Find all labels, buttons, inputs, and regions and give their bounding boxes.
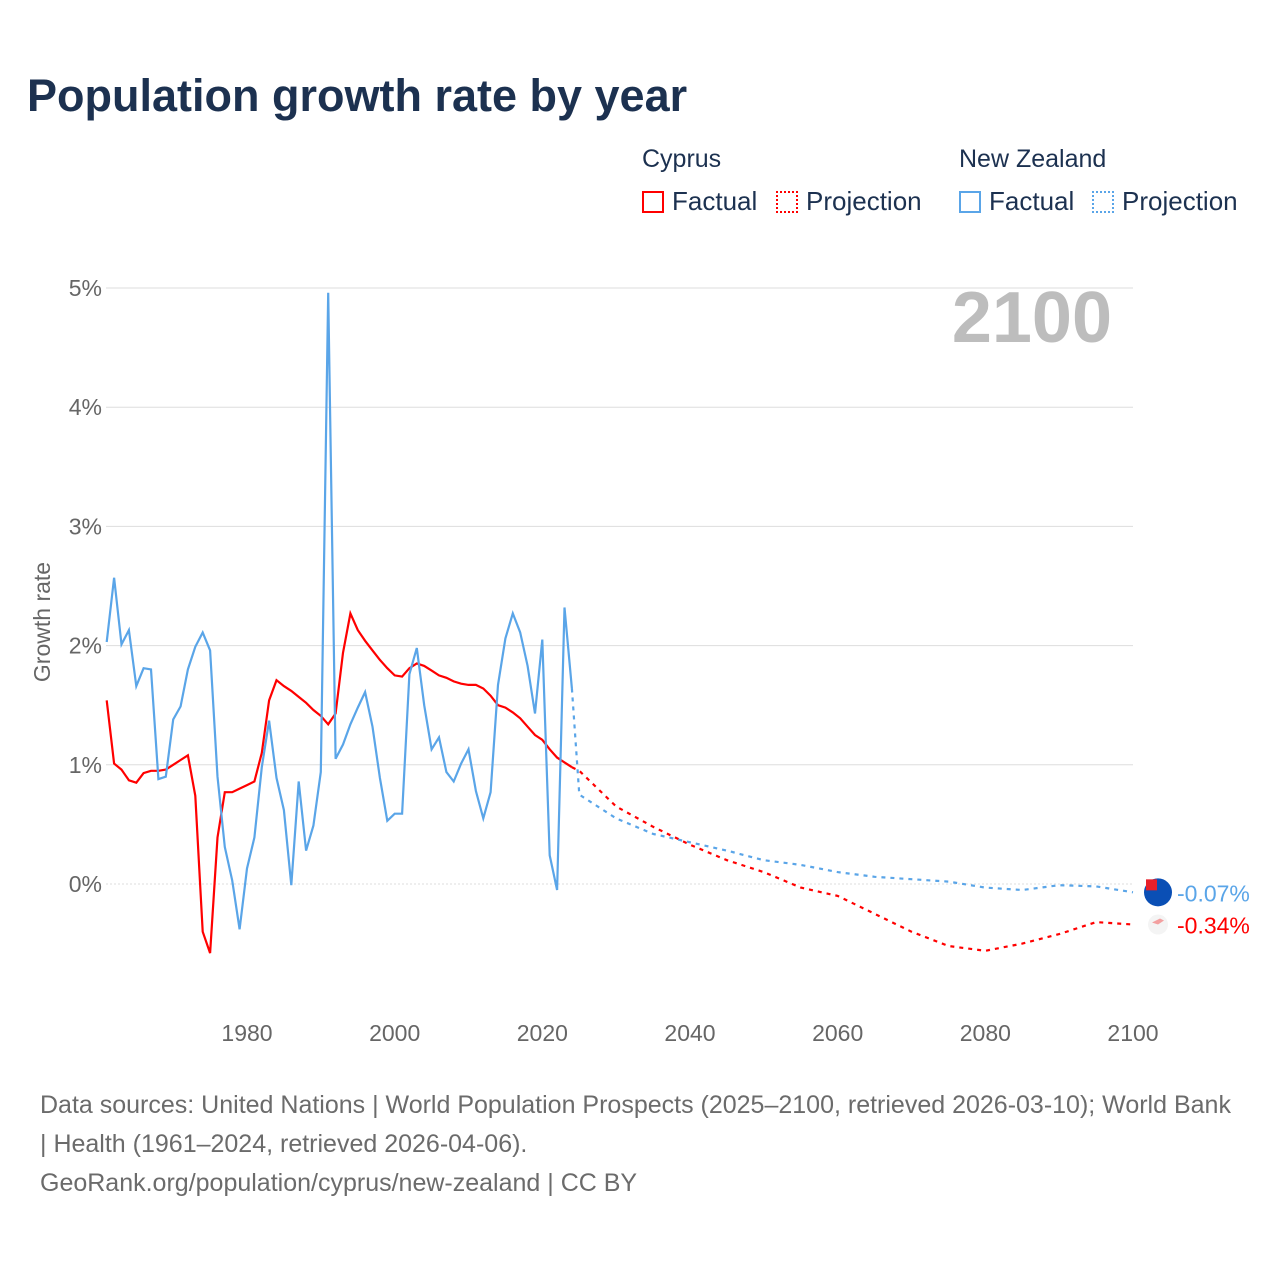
legend-label: Projection (1122, 186, 1238, 216)
legend-label: Projection (806, 186, 922, 216)
cyprus-map-icon (1152, 918, 1164, 925)
y-tick-label: 4% (69, 394, 102, 420)
line-chart: 0% 1% 2% 3% 4% 5% 1980 2000 2020 2040 2060 2080 2100… (29, 275, 1250, 1046)
legend-nz-factual[interactable]: Factual (959, 186, 1074, 217)
y-tick-label: 5% (69, 275, 102, 301)
legend-nz-projection[interactable]: Projection (1092, 186, 1238, 217)
end-value-label: -0.34% (1177, 913, 1250, 939)
legend-swatch-solid (959, 190, 981, 213)
x-tick-label: 2040 (664, 1020, 715, 1046)
x-tick-label: 2060 (812, 1020, 863, 1046)
x-tick-label: 2100 (1107, 1020, 1158, 1046)
x-tick-label: 2020 (517, 1020, 568, 1046)
legend-swatch-dotted (1092, 190, 1114, 213)
y-tick-label: 2% (69, 633, 102, 659)
y-tick-label: 3% (69, 513, 102, 539)
y-tick-label: 1% (69, 752, 102, 778)
x-tick-label: 1980 (221, 1020, 272, 1046)
x-tick-label: 2000 (369, 1020, 420, 1046)
legend-swatch-dotted (776, 190, 798, 213)
page-title: Population growth rate by year (27, 70, 688, 121)
legend-label: Factual (672, 186, 758, 216)
footer: Data sources: United Nations | World Pop… (40, 1086, 1240, 1203)
data-sources: Data sources: United Nations | World Pop… (40, 1091, 1231, 1158)
y-tick-label: 0% (69, 871, 102, 897)
legend-group-new-zealand: New Zealand (959, 145, 1107, 173)
series-line-new-zealand-projection (570, 688, 1134, 894)
series-line-cyprus-projection (571, 766, 1134, 952)
series-line-cyprus-factual (105, 609, 573, 954)
end-value-label: -0.07% (1177, 880, 1250, 906)
credit-link[interactable]: GeoRank.org/population/cyprus/new-zealan… (40, 1169, 638, 1197)
series-line-new-zealand-factual (105, 292, 573, 930)
legend-group-cyprus: Cyprus (642, 145, 722, 173)
y-axis-label: Growth rate (29, 562, 55, 682)
legend-cyprus-factual[interactable]: Factual (642, 186, 757, 217)
legend-swatch-solid (642, 190, 664, 213)
legend-label: Factual (989, 186, 1075, 216)
legend-cyprus-projection[interactable]: Projection (776, 186, 922, 217)
year-label: 2100 (952, 278, 1112, 358)
x-tick-label: 2080 (960, 1020, 1011, 1046)
union-jack-icon (1146, 879, 1157, 891)
